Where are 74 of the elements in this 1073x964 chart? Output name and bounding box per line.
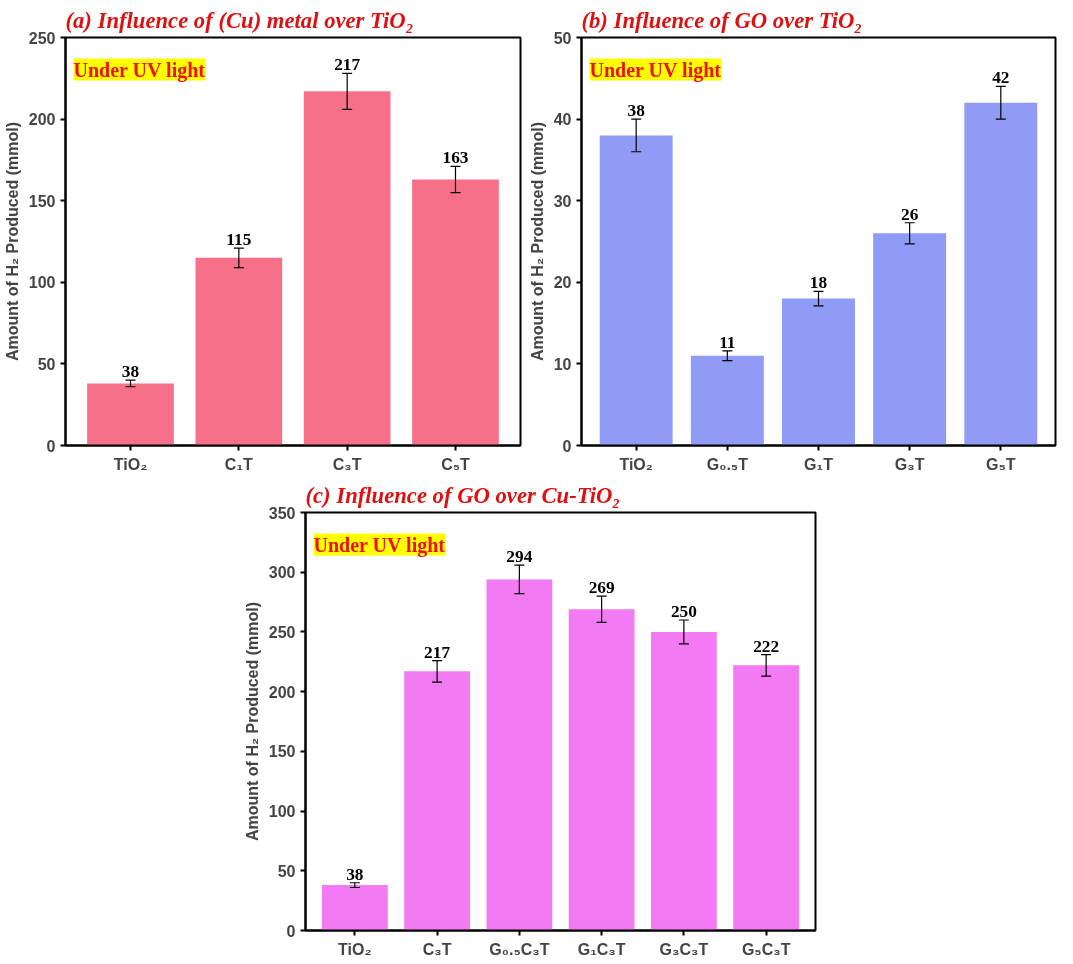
y-tick-label: 10 bbox=[553, 355, 572, 373]
bar bbox=[782, 298, 855, 446]
data-label: 26 bbox=[900, 204, 919, 224]
x-tick-label: TiO₂ bbox=[619, 455, 653, 473]
data-label: 217 bbox=[424, 642, 451, 662]
y-tick-label: 0 bbox=[562, 437, 572, 455]
chart-title: (b) Influence of GO over TiO₂ bbox=[581, 7, 863, 33]
bar bbox=[195, 257, 283, 446]
x-tick-label: TiO₂ bbox=[338, 940, 372, 958]
chart-title: (a) Influence of (Cu) metal over TiO₂ bbox=[65, 7, 414, 33]
data-label: 250 bbox=[670, 601, 697, 621]
bar bbox=[599, 135, 673, 446]
bar bbox=[964, 102, 1038, 446]
y-tick-label: 0 bbox=[46, 437, 56, 455]
x-tick-label: C₃T bbox=[332, 455, 362, 473]
y-tick-label: 50 bbox=[553, 29, 572, 47]
y-tick-label: 200 bbox=[268, 683, 296, 701]
x-tick-label: TiO₂ bbox=[113, 455, 148, 473]
y-axis-title: Amount of H₂ Produced (mmol) bbox=[528, 121, 546, 362]
y-tick-label: 100 bbox=[268, 803, 296, 821]
x-tick-label: G₅T bbox=[986, 455, 1016, 473]
data-label: 115 bbox=[226, 230, 252, 250]
annotation: Under UV light bbox=[313, 533, 446, 557]
data-label: 269 bbox=[588, 578, 615, 598]
data-label: 38 bbox=[121, 362, 140, 382]
data-label: 38 bbox=[346, 864, 364, 884]
y-tick-label: 40 bbox=[553, 111, 572, 129]
y-tick-label: 350 bbox=[268, 504, 296, 522]
y-tick-label: 100 bbox=[28, 274, 56, 292]
y-tick-label: 250 bbox=[28, 29, 56, 47]
bar bbox=[412, 179, 499, 446]
bar bbox=[873, 233, 947, 446]
y-tick-label: 20 bbox=[553, 274, 572, 292]
data-label: 11 bbox=[719, 332, 736, 352]
x-tick-label: G₅C₃T bbox=[741, 940, 791, 958]
x-tick-label: G₀.₅T bbox=[706, 455, 749, 473]
y-axis-title: Amount of H₂ Produced (mmol) bbox=[3, 121, 21, 362]
y-axis-title: Amount of H₂ Produced (mmol) bbox=[243, 601, 261, 842]
x-tick-label: G₀.₅C₃T bbox=[489, 940, 550, 958]
x-tick-label: C₅T bbox=[441, 455, 471, 473]
y-tick-label: 0 bbox=[286, 922, 296, 940]
annotation: Under UV light bbox=[73, 58, 206, 82]
data-label: 38 bbox=[627, 101, 646, 121]
x-tick-label: G₁C₃T bbox=[577, 940, 626, 958]
data-label: 217 bbox=[334, 55, 361, 75]
y-tick-label: 150 bbox=[28, 192, 56, 210]
bar bbox=[321, 885, 388, 931]
x-tick-label: C₁T bbox=[224, 455, 254, 473]
chart-title: (c) Influence of GO over Cu-TiO₂ bbox=[305, 482, 621, 508]
y-tick-label: 50 bbox=[277, 862, 296, 880]
bar bbox=[733, 665, 800, 931]
y-tick-label: 30 bbox=[553, 192, 572, 210]
data-label: 42 bbox=[992, 68, 1010, 88]
y-tick-label: 250 bbox=[268, 623, 296, 641]
data-label: 18 bbox=[809, 273, 828, 293]
data-label: 163 bbox=[442, 148, 469, 168]
x-tick-label: G₁T bbox=[804, 455, 834, 473]
bar bbox=[568, 609, 635, 931]
y-tick-label: 150 bbox=[268, 743, 296, 761]
x-tick-label: C₃T bbox=[422, 940, 452, 958]
x-tick-label: G₃C₃T bbox=[659, 940, 709, 958]
bar bbox=[486, 579, 553, 931]
y-tick-label: 300 bbox=[268, 564, 296, 582]
x-tick-label: G₃T bbox=[894, 455, 925, 473]
y-tick-label: 200 bbox=[28, 111, 56, 129]
data-label: 294 bbox=[506, 547, 533, 567]
y-tick-label: 50 bbox=[37, 355, 56, 373]
annotation: Under UV light bbox=[589, 58, 722, 82]
bar bbox=[650, 631, 717, 931]
bar bbox=[303, 91, 391, 446]
bar bbox=[690, 355, 764, 446]
data-label: 222 bbox=[753, 636, 780, 656]
bar bbox=[404, 671, 471, 931]
bar bbox=[87, 383, 174, 446]
